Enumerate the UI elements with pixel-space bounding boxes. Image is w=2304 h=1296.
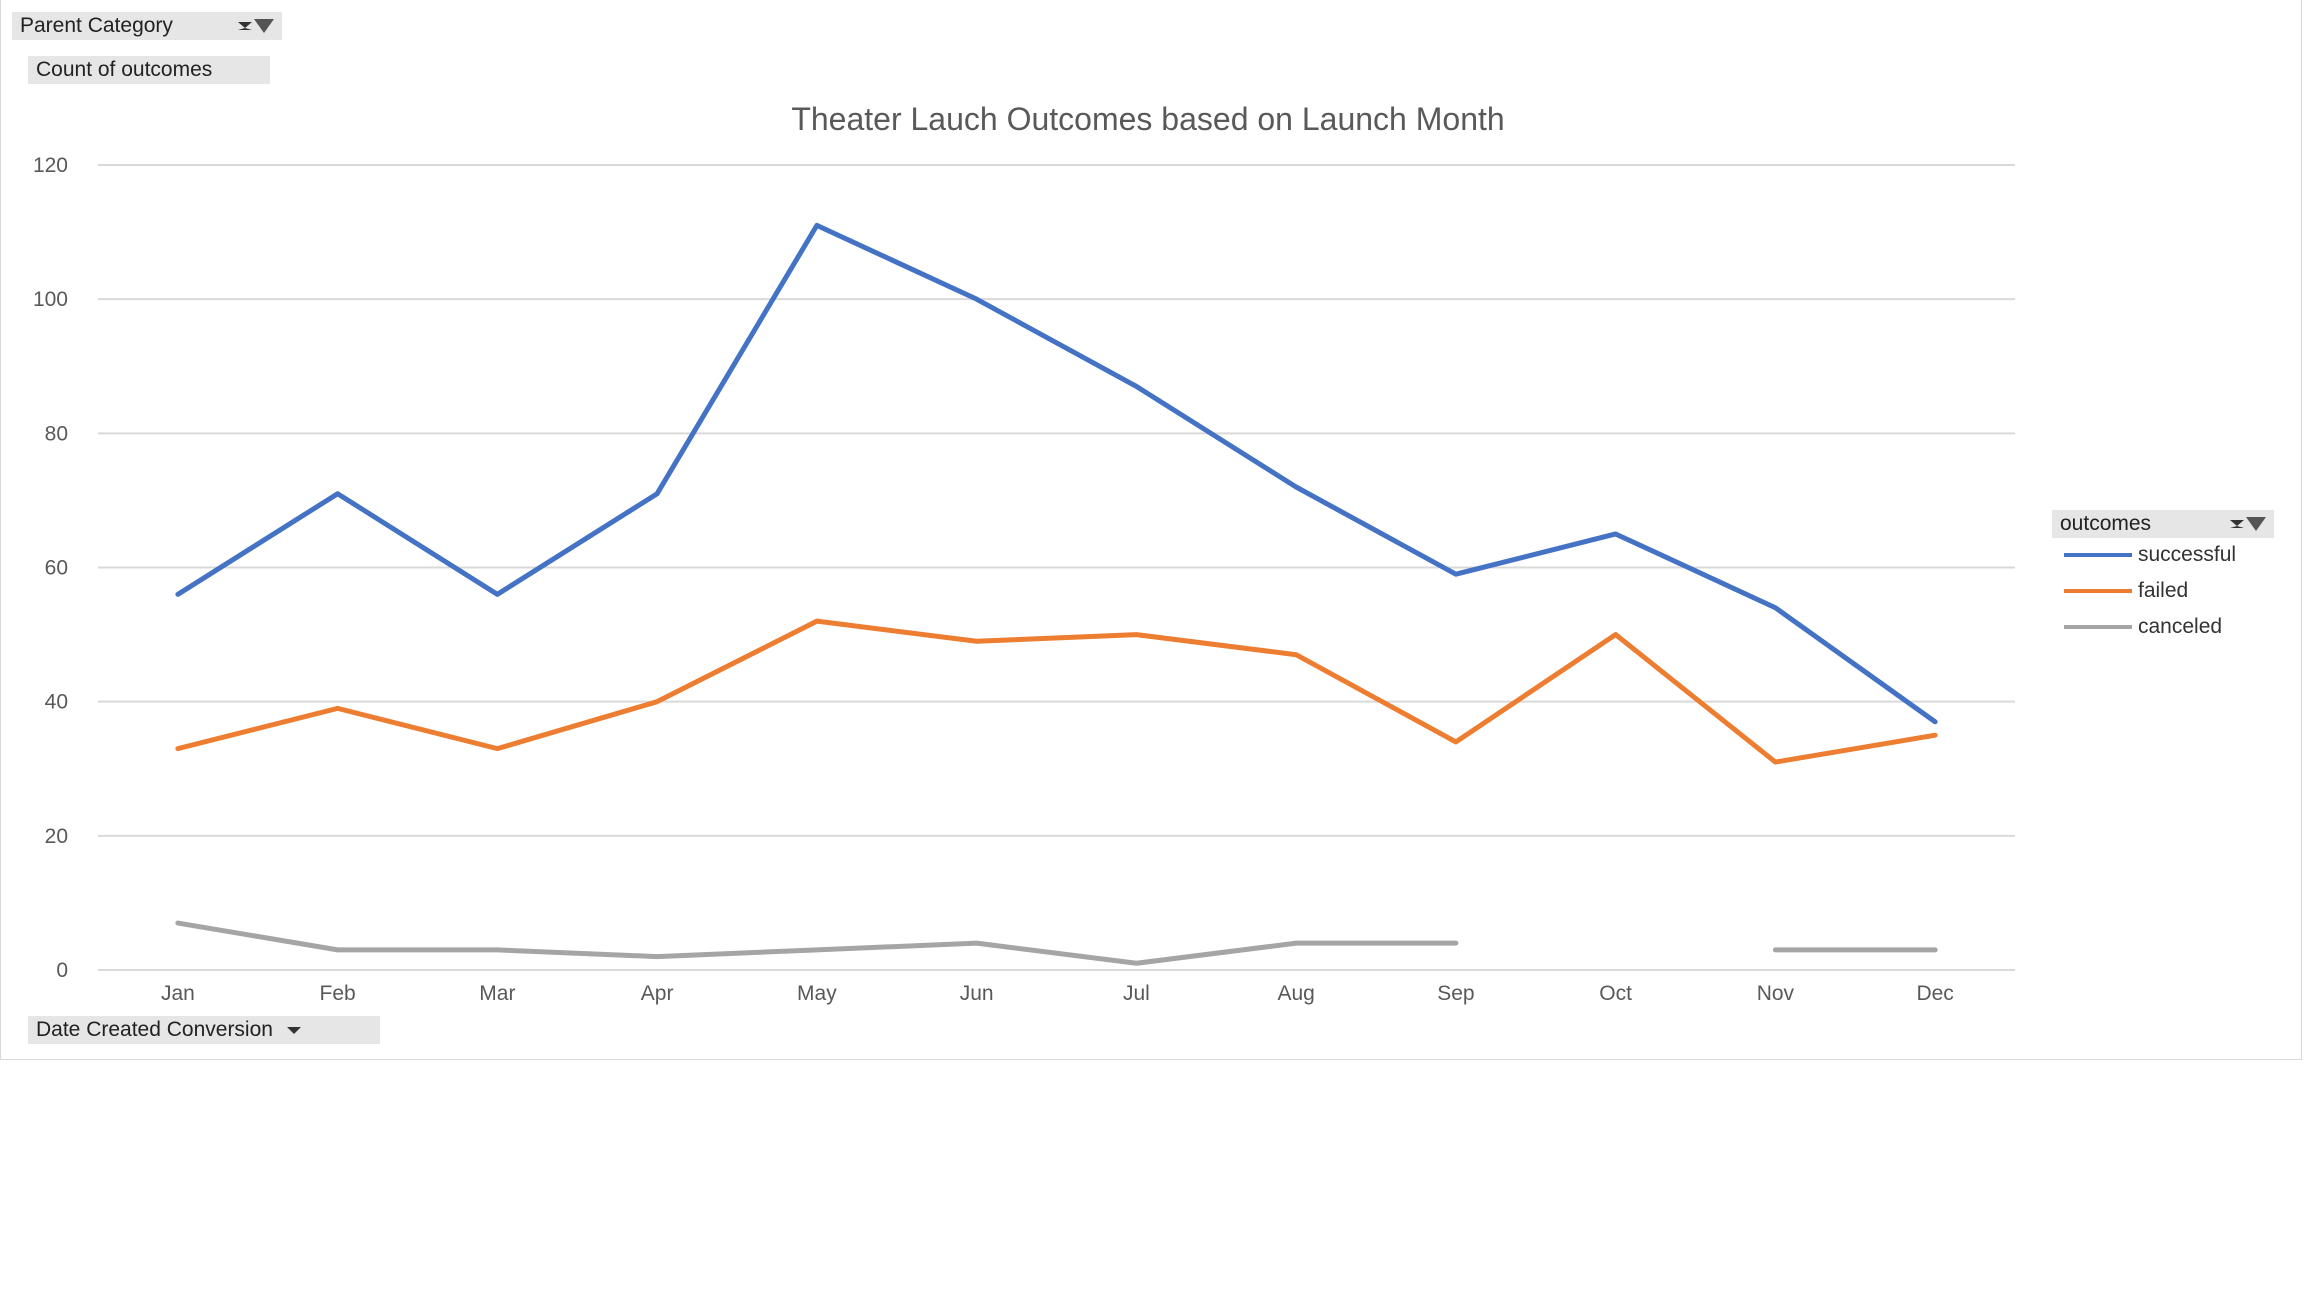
x-tick-label: Jan	[161, 982, 195, 1005]
x-tick-label: May	[797, 982, 837, 1005]
legend-swatch	[2064, 625, 2132, 629]
series-lines	[175, 222, 1938, 966]
y-tick-label: 60	[45, 557, 68, 580]
dropdown-arrow-icon	[286, 1026, 301, 1034]
legend-label: canceled	[2138, 615, 2223, 638]
y-tick-label: 0	[56, 959, 68, 982]
series-line-failed	[175, 618, 1938, 765]
dropdown-arrow-icon	[238, 22, 252, 30]
y-tick-label: 20	[45, 825, 68, 848]
values-field-button[interactable]: Count of outcomes	[28, 56, 270, 84]
x-tick-label: Jul	[1123, 982, 1150, 1005]
legend-swatch	[2064, 553, 2132, 557]
x-tick-label: Dec	[1916, 982, 1953, 1005]
y-tick-label: 80	[45, 422, 68, 445]
filter-controls	[238, 19, 274, 33]
x-tick-label: Feb	[320, 982, 356, 1005]
values-field-label: Count of outcomes	[36, 58, 213, 81]
x-tick-label: Oct	[1599, 982, 1632, 1005]
x-tick-label: Apr	[641, 982, 674, 1005]
legend-item-successful[interactable]: successful	[2064, 543, 2236, 567]
chart-title: Theater Lauch Outcomes based on Launch M…	[791, 101, 1504, 137]
filter-icon	[2246, 517, 2266, 531]
legend-field-label: outcomes	[2060, 512, 2152, 535]
legend-swatch	[2064, 589, 2132, 593]
gridlines	[98, 164, 2015, 971]
filter-icon	[254, 19, 274, 33]
legend-label: successful	[2138, 543, 2237, 566]
series-line-canceled	[175, 920, 1459, 966]
legend-item-failed[interactable]: failed	[2064, 579, 2188, 603]
x-tick-label: Aug	[1277, 982, 1314, 1005]
filter-controls	[2230, 517, 2266, 531]
y-tick-label: 100	[33, 288, 68, 311]
x-axis-ticks: Jan Feb Mar Apr May Jun Jul Aug Sep Oct Nov Dec	[161, 982, 1954, 1005]
x-tick-label: Jun	[960, 982, 994, 1005]
x-tick-label: Sep	[1437, 982, 1474, 1005]
y-tick-label: 40	[45, 691, 68, 714]
x-tick-label: Nov	[1757, 982, 1795, 1005]
axis-field-label: Date Created Conversion	[36, 1018, 273, 1041]
legend-label: failed	[2138, 579, 2189, 602]
x-tick-label: Mar	[479, 982, 515, 1005]
parent-category-label: Parent Category	[20, 14, 173, 37]
y-axis-ticks: 0 20 40 60 80 100 120	[33, 154, 68, 982]
legend-field-filter-button[interactable]: outcomes	[2052, 510, 2274, 538]
legend-item-canceled[interactable]: canceled	[2064, 615, 2222, 639]
axis-field-filter-button[interactable]: Date Created Conversion	[28, 1016, 380, 1044]
line-chart: Theater Lauch Outcomes based on Launch M…	[33, 101, 2015, 1005]
dropdown-arrow-icon	[2230, 520, 2244, 528]
y-tick-label: 120	[33, 154, 68, 177]
series-line-successful	[175, 222, 1938, 725]
parent-category-filter-button[interactable]: Parent Category	[12, 12, 282, 40]
chart-frame	[0, 0, 2302, 1060]
